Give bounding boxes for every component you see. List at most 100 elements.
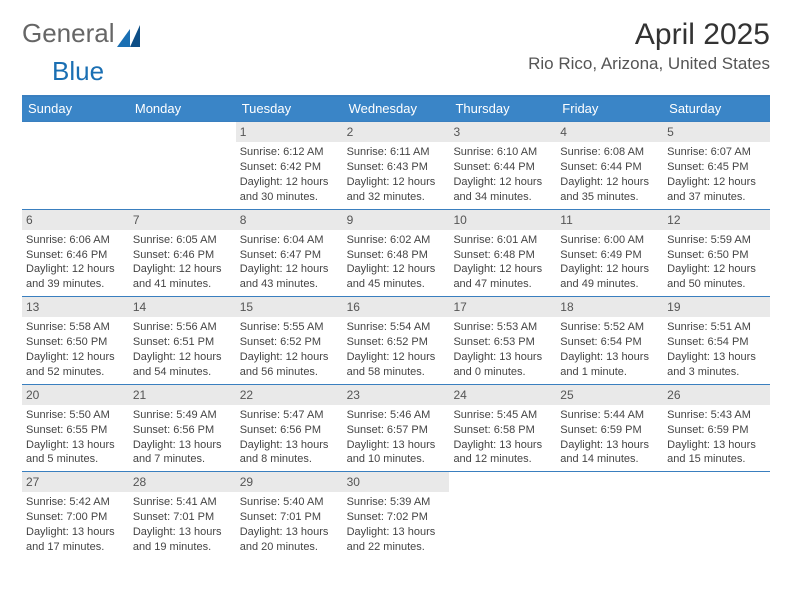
day-number: 7 bbox=[129, 210, 236, 230]
day-number: 30 bbox=[343, 472, 450, 492]
day-details: Sunrise: 5:52 AMSunset: 6:54 PMDaylight:… bbox=[560, 320, 659, 379]
day-details: Sunrise: 5:59 AMSunset: 6:50 PMDaylight:… bbox=[667, 233, 766, 292]
detail-line: and 1 minute. bbox=[560, 365, 659, 380]
day-number: 4 bbox=[556, 122, 663, 142]
detail-line: Sunrise: 6:02 AM bbox=[347, 233, 446, 248]
detail-line: and 39 minutes. bbox=[26, 277, 125, 292]
day-number: 1 bbox=[236, 122, 343, 142]
detail-line: Sunrise: 5:43 AM bbox=[667, 408, 766, 423]
day-details: Sunrise: 5:39 AMSunset: 7:02 PMDaylight:… bbox=[347, 495, 446, 554]
detail-line: and 7 minutes. bbox=[133, 452, 232, 467]
detail-line: Daylight: 12 hours bbox=[347, 175, 446, 190]
detail-line: Sunrise: 6:07 AM bbox=[667, 145, 766, 160]
detail-line: Sunrise: 5:54 AM bbox=[347, 320, 446, 335]
detail-line: Sunrise: 5:47 AM bbox=[240, 408, 339, 423]
day-number: 11 bbox=[556, 210, 663, 230]
detail-line: Sunset: 6:52 PM bbox=[240, 335, 339, 350]
detail-line: Sunrise: 6:11 AM bbox=[347, 145, 446, 160]
detail-line: Daylight: 13 hours bbox=[347, 438, 446, 453]
day-details: Sunrise: 6:07 AMSunset: 6:45 PMDaylight:… bbox=[667, 145, 766, 204]
month-title: April 2025 bbox=[528, 18, 770, 52]
day-number: 17 bbox=[449, 297, 556, 317]
detail-line: Sunset: 6:46 PM bbox=[133, 248, 232, 263]
weeks-container: 1Sunrise: 6:12 AMSunset: 6:42 PMDaylight… bbox=[22, 121, 770, 559]
detail-line: Sunset: 6:57 PM bbox=[347, 423, 446, 438]
day-cell: 13 Sunrise: 5:58 AMSunset: 6:50 PMDayligh… bbox=[22, 297, 129, 384]
detail-line: Daylight: 13 hours bbox=[26, 525, 125, 540]
day-cell: 16Sunrise: 5:54 AMSunset: 6:52 PMDayligh… bbox=[343, 297, 450, 384]
detail-line: and 41 minutes. bbox=[133, 277, 232, 292]
day-details: Sunrise: 5:44 AMSunset: 6:59 PMDaylight:… bbox=[560, 408, 659, 467]
detail-line: Daylight: 13 hours bbox=[560, 438, 659, 453]
detail-line: Sunrise: 5:50 AM bbox=[26, 408, 125, 423]
day-cell: 21Sunrise: 5:49 AMSunset: 6:56 PMDayligh… bbox=[129, 385, 236, 472]
detail-line: Daylight: 12 hours bbox=[240, 350, 339, 365]
day-details: Sunrise: 6:06 AMSunset: 6:46 PMDaylight:… bbox=[26, 233, 125, 292]
dow-cell: Thursday bbox=[449, 97, 556, 121]
detail-line: Sunset: 6:42 PM bbox=[240, 160, 339, 175]
day-number: 27 bbox=[22, 472, 129, 492]
detail-line: and 22 minutes. bbox=[347, 540, 446, 555]
detail-line: Daylight: 12 hours bbox=[667, 175, 766, 190]
day-cell: 12Sunrise: 5:59 AMSunset: 6:50 PMDayligh… bbox=[663, 210, 770, 297]
day-cell: 26Sunrise: 5:43 AMSunset: 6:59 PMDayligh… bbox=[663, 385, 770, 472]
detail-line: Daylight: 12 hours bbox=[453, 262, 552, 277]
day-cell: 22Sunrise: 5:47 AMSunset: 6:56 PMDayligh… bbox=[236, 385, 343, 472]
detail-line: Sunset: 6:48 PM bbox=[453, 248, 552, 263]
detail-line: and 8 minutes. bbox=[240, 452, 339, 467]
detail-line: Sunrise: 5:56 AM bbox=[133, 320, 232, 335]
detail-line: and 56 minutes. bbox=[240, 365, 339, 380]
day-number: 18 bbox=[556, 297, 663, 317]
detail-line: and 54 minutes. bbox=[133, 365, 232, 380]
detail-line: Sunset: 7:00 PM bbox=[26, 510, 125, 525]
dow-cell: Tuesday bbox=[236, 97, 343, 121]
day-cell: 15Sunrise: 5:55 AMSunset: 6:52 PMDayligh… bbox=[236, 297, 343, 384]
detail-line: and 17 minutes. bbox=[26, 540, 125, 555]
day-details: Sunrise: 6:12 AMSunset: 6:42 PMDaylight:… bbox=[240, 145, 339, 204]
detail-line: Daylight: 13 hours bbox=[240, 438, 339, 453]
detail-line: and 14 minutes. bbox=[560, 452, 659, 467]
day-number: 19 bbox=[663, 297, 770, 317]
detail-line: Sunrise: 5:42 AM bbox=[26, 495, 125, 510]
detail-line: Sunrise: 6:04 AM bbox=[240, 233, 339, 248]
detail-line: Daylight: 12 hours bbox=[133, 262, 232, 277]
detail-line: Sunset: 6:50 PM bbox=[26, 335, 125, 350]
day-details: Sunrise: 5:47 AMSunset: 6:56 PMDaylight:… bbox=[240, 408, 339, 467]
week-row: 27 Sunrise: 5:42 AMSunset: 7:00 PMDayligh… bbox=[22, 471, 770, 559]
detail-line: Daylight: 12 hours bbox=[26, 262, 125, 277]
day-details: Sunrise: 5:58 AMSunset: 6:50 PMDaylight:… bbox=[26, 320, 125, 379]
day-number: 23 bbox=[343, 385, 450, 405]
day-number: 20 bbox=[22, 385, 129, 405]
detail-line: and 43 minutes. bbox=[240, 277, 339, 292]
day-details: Sunrise: 5:43 AMSunset: 6:59 PMDaylight:… bbox=[667, 408, 766, 467]
brand-mark-icon bbox=[117, 23, 143, 45]
day-number: 8 bbox=[236, 210, 343, 230]
detail-line: Sunset: 6:47 PM bbox=[240, 248, 339, 263]
brand-text-gen: General bbox=[22, 18, 115, 49]
day-cell bbox=[22, 122, 129, 209]
day-cell: 27 Sunrise: 5:42 AMSunset: 7:00 PMDayligh… bbox=[22, 472, 129, 559]
day-cell bbox=[449, 472, 556, 559]
day-number: 13 bbox=[22, 297, 129, 317]
detail-line: Sunset: 6:55 PM bbox=[26, 423, 125, 438]
brand-logo: General bbox=[22, 18, 145, 49]
detail-line: Daylight: 12 hours bbox=[560, 262, 659, 277]
calendar: SundayMondayTuesdayWednesdayThursdayFrid… bbox=[22, 95, 770, 559]
detail-line: Daylight: 13 hours bbox=[453, 350, 552, 365]
detail-line: and 58 minutes. bbox=[347, 365, 446, 380]
detail-line: and 34 minutes. bbox=[453, 190, 552, 205]
day-details: Sunrise: 5:46 AMSunset: 6:57 PMDaylight:… bbox=[347, 408, 446, 467]
detail-line: Sunset: 6:59 PM bbox=[560, 423, 659, 438]
week-row: 6Sunrise: 6:06 AMSunset: 6:46 PMDaylight… bbox=[22, 209, 770, 297]
detail-line: Sunrise: 6:12 AM bbox=[240, 145, 339, 160]
detail-line: Sunset: 6:58 PM bbox=[453, 423, 552, 438]
detail-line: Daylight: 12 hours bbox=[560, 175, 659, 190]
detail-line: Daylight: 12 hours bbox=[667, 262, 766, 277]
day-cell: 8Sunrise: 6:04 AMSunset: 6:47 PMDaylight… bbox=[236, 210, 343, 297]
dow-cell: Monday bbox=[129, 97, 236, 121]
day-cell bbox=[129, 122, 236, 209]
day-cell: 20 Sunrise: 5:50 AMSunset: 6:55 PMDayligh… bbox=[22, 385, 129, 472]
detail-line: Sunrise: 5:45 AM bbox=[453, 408, 552, 423]
dow-cell: Friday bbox=[556, 97, 663, 121]
detail-line: Daylight: 13 hours bbox=[26, 438, 125, 453]
